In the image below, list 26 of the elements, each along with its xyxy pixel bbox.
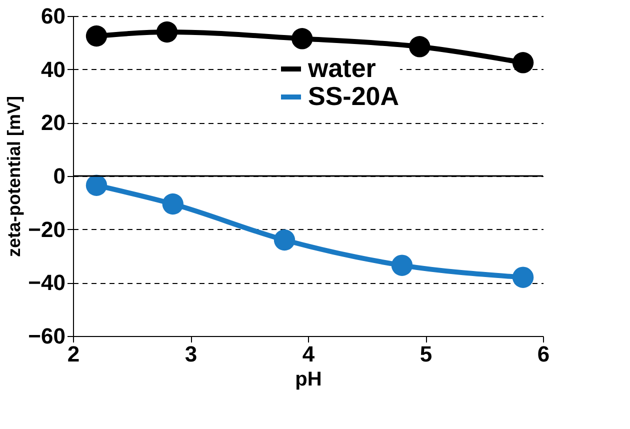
y-tick-label: 60 — [41, 4, 66, 28]
point — [292, 28, 313, 50]
x-tick-label: 5 — [420, 342, 432, 366]
x-tick-label: 6 — [537, 342, 550, 366]
point — [512, 52, 534, 74]
point — [274, 229, 296, 251]
point — [391, 254, 413, 276]
point — [86, 174, 108, 196]
y-tick-label: −20 — [28, 216, 66, 242]
x-tick-label: 2 — [67, 342, 80, 366]
point — [162, 193, 184, 215]
point — [512, 266, 534, 288]
y-tick-label: 0 — [53, 164, 66, 188]
x-tick-label: 4 — [302, 342, 316, 366]
point — [409, 36, 430, 58]
x-tick-label: 3 — [184, 342, 198, 366]
y-tick-label: 40 — [41, 56, 66, 82]
x-axis-title: pH — [295, 368, 322, 390]
y-axis-title: zeta-potential [mV] — [4, 96, 24, 258]
point — [86, 25, 108, 47]
y-tick-label: 20 — [41, 110, 66, 136]
legend-label: water — [307, 53, 376, 83]
y-tick-label: −40 — [28, 270, 66, 296]
point — [156, 21, 178, 43]
y-tick-label: −60 — [28, 324, 66, 348]
legend-label: SS-20A — [308, 81, 400, 111]
